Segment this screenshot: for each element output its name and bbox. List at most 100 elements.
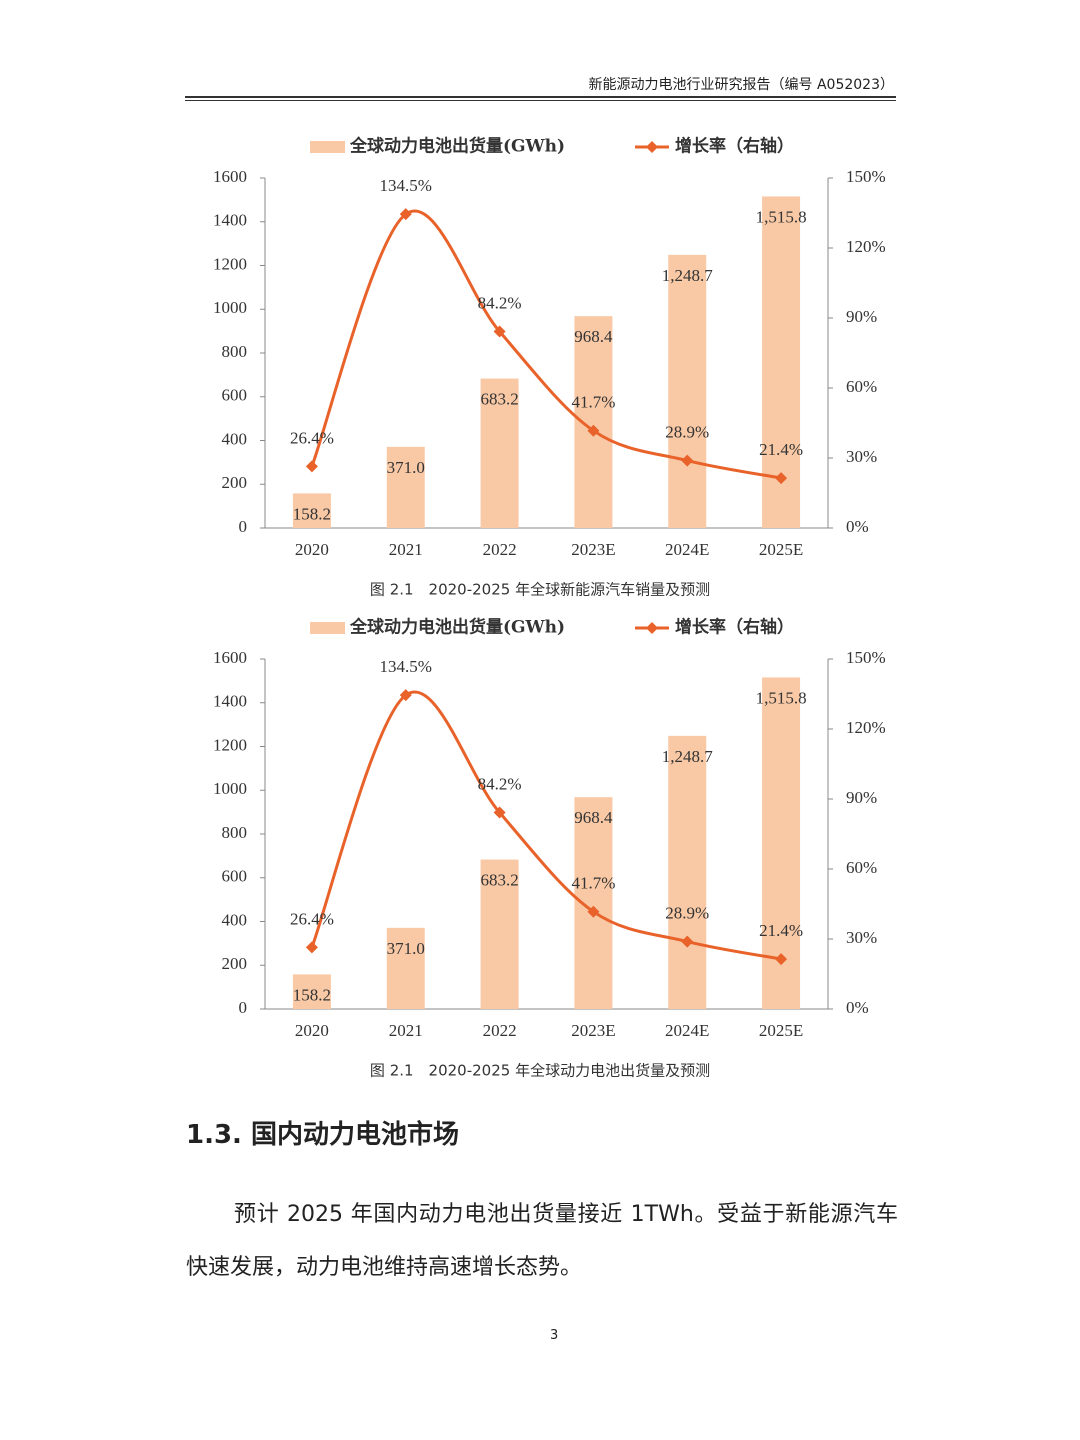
y-tick-label: 200 [222, 473, 248, 492]
line-marker [305, 460, 318, 473]
y-tick-label: 0 [239, 517, 248, 536]
chart: 0 200 400 600 800 1000 1200 1400 1600 0% 30% 60% 90%… [213, 136, 886, 599]
x-tick-label: 2023E [571, 540, 615, 559]
bar-value-label: 968.4 [574, 808, 613, 827]
section-heading: 1.3. 国内动力电池市场 [186, 1120, 459, 1150]
y2-tick-label: 150% [846, 648, 886, 667]
bar [386, 446, 425, 528]
y-tick-label: 1000 [213, 779, 247, 798]
legend-swatch [646, 622, 658, 634]
header-title: 新能源动力电池行业研究报告（编号 A052023） [588, 77, 894, 93]
bar [292, 974, 331, 1009]
line [310, 690, 782, 961]
line-value-label: 84.2% [478, 774, 522, 793]
legend-label: 增长率（右轴） [675, 617, 794, 638]
legend-swatch [310, 622, 345, 634]
x-tick-label: 2023E [571, 1021, 615, 1040]
y-tick-label: 800 [222, 823, 248, 842]
line-marker [681, 454, 694, 467]
bar [668, 735, 707, 1009]
line-value-label: 134.5% [380, 657, 432, 676]
line-marker [399, 689, 412, 702]
line [310, 209, 782, 480]
bar-value-label: 158.2 [293, 985, 331, 1004]
bar-value-label: 371.0 [387, 458, 425, 477]
x-tick-label: 2025E [759, 540, 803, 559]
line-marker [399, 208, 412, 221]
y2-tick-label: 30% [846, 928, 877, 947]
legend-swatch [310, 141, 345, 153]
line-value-label: 28.9% [665, 422, 709, 441]
y-tick-label: 400 [222, 910, 248, 929]
bar-value-label: 683.2 [480, 870, 518, 889]
line-value-label: 21.4% [759, 440, 803, 459]
line-marker [493, 806, 506, 819]
line-value-label: 26.4% [290, 909, 334, 928]
y2-tick-label: 90% [846, 307, 877, 326]
line-value-label: 41.7% [571, 393, 615, 412]
figure-caption: 图 2.1 2020-2025 年全球新能源汽车销量及预测 [370, 581, 710, 599]
x-tick-label: 2021 [389, 540, 423, 559]
y-tick-label: 800 [222, 342, 248, 361]
x-tick-label: 2020 [295, 1021, 329, 1040]
legend-label: 全球动力电池出货量(GWh) [349, 136, 565, 157]
y-tick-label: 1600 [213, 167, 247, 186]
line-marker [681, 935, 694, 948]
bar [480, 378, 519, 528]
y-tick-label: 1200 [213, 254, 247, 273]
y2-tick-label: 90% [846, 788, 877, 807]
bar [292, 493, 331, 528]
line-marker [775, 472, 788, 485]
bar-value-label: 1,248.7 [662, 266, 714, 285]
y2-tick-label: 150% [846, 167, 886, 186]
bar-value-label: 1,515.8 [756, 207, 807, 226]
y-tick-label: 600 [222, 386, 248, 405]
x-tick-label: 2024E [665, 1021, 709, 1040]
chart: 0 200 400 600 800 1000 1200 1400 1600 0% 30% 60% 90%… [213, 617, 886, 1080]
bar-value-label: 158.2 [293, 504, 331, 523]
y2-tick-label: 0% [846, 998, 869, 1017]
x-tick-label: 2022 [483, 1021, 517, 1040]
y-tick-label: 0 [239, 998, 248, 1017]
figure-caption: 图 2.1 2020-2025 年全球动力电池出货量及预测 [370, 1062, 710, 1080]
y2-tick-label: 60% [846, 377, 877, 396]
line-marker [305, 941, 318, 954]
x-tick-label: 2025E [759, 1021, 803, 1040]
line-value-label: 28.9% [665, 903, 709, 922]
y-tick-label: 600 [222, 867, 248, 886]
bar [668, 254, 707, 529]
paragraph: 预计 2025 年国内动力电池出货量接近 1TWh。受益于新能源汽车快速发展，动… [186, 1202, 898, 1280]
line-marker [493, 325, 506, 338]
legend-swatch [646, 141, 658, 153]
bar-value-label: 1,515.8 [756, 688, 807, 707]
bar-value-label: 1,248.7 [662, 747, 714, 766]
x-tick-label: 2024E [665, 540, 709, 559]
y2-tick-label: 120% [846, 237, 886, 256]
line-value-label: 134.5% [380, 176, 432, 195]
legend-label: 增长率（右轴） [675, 136, 794, 157]
y-tick-label: 400 [222, 429, 248, 448]
legend-label: 全球动力电池出货量(GWh) [349, 617, 565, 638]
line-marker [587, 424, 600, 437]
y-tick-label: 1400 [213, 211, 247, 230]
page-number: 3 [550, 1328, 559, 1343]
y2-tick-label: 60% [846, 858, 877, 877]
x-tick-label: 2022 [483, 540, 517, 559]
line-value-label: 41.7% [571, 874, 615, 893]
x-tick-label: 2021 [389, 1021, 423, 1040]
bar-value-label: 683.2 [480, 389, 518, 408]
header-rule [185, 96, 896, 98]
header-rule [185, 100, 896, 101]
x-tick-label: 2020 [295, 540, 329, 559]
y-tick-label: 1400 [213, 692, 247, 711]
line-value-label: 84.2% [478, 293, 522, 312]
y2-tick-label: 0% [846, 517, 869, 536]
line-value-label: 26.4% [290, 428, 334, 447]
bar [386, 927, 425, 1009]
y2-tick-label: 30% [846, 447, 877, 466]
bar [480, 859, 519, 1009]
y-tick-label: 200 [222, 954, 248, 973]
y-tick-label: 1000 [213, 298, 247, 317]
y-tick-label: 1200 [213, 735, 247, 754]
